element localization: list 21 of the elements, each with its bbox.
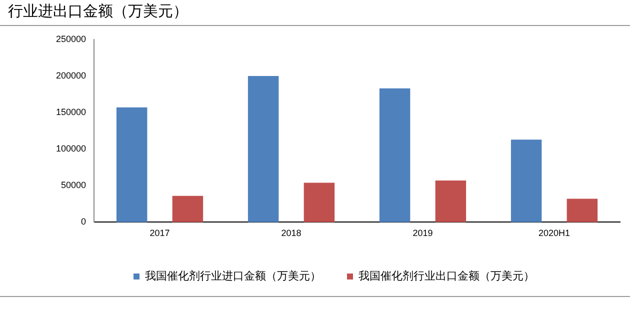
chart-title: 行业进出口金额（万美元） — [8, 2, 189, 21]
bar — [379, 88, 410, 222]
legend-label: 我国催化剂行业出口金额（万美元） — [358, 269, 534, 282]
x-tick-label: 2020H1 — [538, 228, 570, 238]
bar — [116, 107, 148, 222]
bar — [248, 76, 279, 222]
bar — [435, 180, 466, 222]
x-tick-label: 2018 — [281, 228, 302, 238]
y-tick-label: 50000 — [61, 180, 86, 190]
bar — [510, 140, 542, 222]
bar — [566, 198, 598, 222]
y-tick-label: 250000 — [56, 34, 86, 44]
legend-label: 我国催化剂行业进口金额（万美元） — [145, 269, 321, 282]
x-tick-label: 2019 — [412, 228, 433, 238]
y-tick-label: 100000 — [56, 144, 86, 154]
bar — [172, 196, 204, 222]
y-tick-label: 200000 — [56, 70, 86, 80]
y-tick-label: 0 — [81, 216, 86, 227]
x-tick-label: 2017 — [150, 228, 170, 238]
y-tick-label: 150000 — [56, 107, 86, 118]
bar — [304, 182, 335, 222]
